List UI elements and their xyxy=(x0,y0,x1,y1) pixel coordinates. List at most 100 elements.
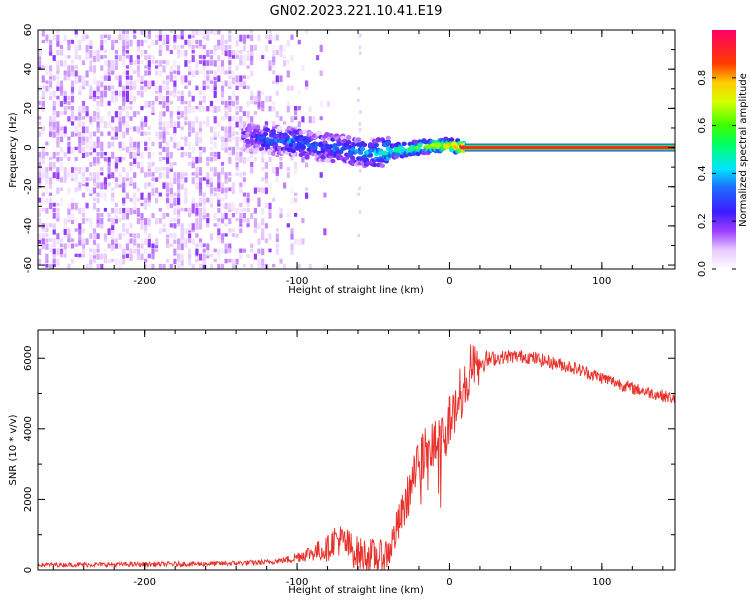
spectrogram-noise-cell xyxy=(70,207,75,212)
spectrogram-noise-cell xyxy=(78,75,82,83)
spectrogram-noise-cell xyxy=(74,156,78,162)
spectrogram-noise-cell xyxy=(78,223,82,230)
spectrogram-noise-cell xyxy=(38,55,42,60)
spectrogram-noise-cell xyxy=(246,111,250,118)
spectrogram-noise-cell xyxy=(242,85,246,89)
spectrogram-noise-cell xyxy=(235,248,239,253)
spectrogram-noise-cell xyxy=(122,223,126,228)
spectrogram-noise-cell xyxy=(49,95,53,101)
spectrogram-noise-cell xyxy=(96,233,100,239)
spectrogram-noise-cell xyxy=(239,228,243,234)
spectrogram-noise-cell xyxy=(308,263,312,269)
spectrogram-noise-cell xyxy=(235,39,239,47)
spectrogram-noise-cell xyxy=(56,187,60,194)
spectrogram-noise-cell xyxy=(52,55,56,61)
spectrogram-noise-cell xyxy=(261,248,265,256)
spectrogram-noise-cell xyxy=(151,182,155,189)
spectrogram-noise-cell xyxy=(103,207,107,212)
spectrogram-noise-cell xyxy=(41,146,45,153)
spectrogram-noise-cell xyxy=(41,192,45,197)
spectrogram-noise-cell xyxy=(52,162,56,169)
spectrogram-noise-cell xyxy=(41,243,45,250)
spectrogram-noise-cell xyxy=(177,243,181,250)
spectrogram-noise-cell xyxy=(162,106,166,112)
spectrogram-ridge-cell xyxy=(330,158,336,164)
spectrogram-noise-cell xyxy=(261,177,265,182)
spectrogram-noise-cell xyxy=(184,121,188,126)
spectrogram-noise-cell xyxy=(206,253,210,259)
spectrogram-noise-cell xyxy=(217,187,221,192)
spectrogram-noise-cell xyxy=(264,162,268,169)
spectrogram-noise-cell xyxy=(103,233,107,240)
spectrogram-noise-cell xyxy=(92,146,97,153)
spectrogram-noise-cell xyxy=(180,44,184,49)
spectrogram-noise-cell xyxy=(151,106,155,114)
spectrogram-noise-cell xyxy=(133,95,137,102)
spectrogram-noise-cell xyxy=(220,126,225,131)
spectrogram-noise-cell xyxy=(305,85,309,90)
spectrogram-noise-cell xyxy=(92,228,97,234)
spectrogram-noise-cell xyxy=(52,116,56,122)
spectrogram-noise-cell xyxy=(56,141,60,148)
spectrogram-noise-cell xyxy=(147,162,151,169)
spectrogram-noise-cell xyxy=(169,116,173,123)
spectrogram-noise-cell xyxy=(103,253,107,259)
spectrogram-noise-cell xyxy=(217,39,221,46)
y-tick-label: 0 xyxy=(23,144,34,150)
spectrogram-noise-cell xyxy=(67,55,71,59)
spectrogram-noise-cell xyxy=(59,197,64,202)
spectrogram-noise-cell xyxy=(224,146,228,153)
spectrogram-noise-cell xyxy=(166,213,170,217)
spectrogram-noise-cell xyxy=(70,116,75,120)
spectrogram-noise-cell xyxy=(56,111,60,118)
spectrogram-noise-cell xyxy=(209,80,214,84)
spectrogram-noise-cell xyxy=(213,80,217,87)
spectrogram-noise-cell xyxy=(133,238,137,246)
spectrogram-noise-cell xyxy=(85,151,89,157)
spectrogram-noise-cell xyxy=(358,33,362,38)
spectrogram-noise-cell xyxy=(158,60,162,67)
spectrogram-noise-cell xyxy=(268,156,272,163)
spectrogram-noise-cell xyxy=(147,151,151,159)
spectrogram-noise-cell xyxy=(209,55,214,60)
spectrogram-noise-cell xyxy=(213,60,217,67)
spectrogram-noise-cell xyxy=(319,70,323,76)
spectrogram-noise-cell xyxy=(184,111,188,116)
spectrogram-noise-cell xyxy=(358,51,362,55)
spectrogram-noise-cell xyxy=(209,253,214,257)
spectrogram-noise-cell xyxy=(162,95,166,102)
spectrogram-noise-cell xyxy=(177,141,181,149)
spectrogram-noise-cell xyxy=(70,90,75,95)
spectrogram-noise-cell xyxy=(63,253,67,258)
spectrogram-noise-cell xyxy=(242,44,246,52)
spectrogram-noise-cell xyxy=(125,50,129,54)
spectrogram-noise-cell xyxy=(242,182,246,187)
spectrogram-noise-cell xyxy=(224,131,228,138)
spectrogram-noise-cell xyxy=(217,253,221,260)
spectrogram-noise-cell xyxy=(158,50,162,56)
spectrogram-noise-cell xyxy=(103,39,107,44)
spectrogram-noise-cell xyxy=(107,162,111,167)
spectrogram-noise-cell xyxy=(257,95,261,102)
spectrogram-noise-cell xyxy=(41,233,45,238)
spectrogram-noise-cell xyxy=(231,207,235,212)
spectrogram-noise-cell xyxy=(38,65,42,70)
spectrogram-noise-cell xyxy=(162,146,166,152)
spectrogram-noise-cell xyxy=(52,263,56,268)
spectrogram-noise-cell xyxy=(56,218,60,222)
spectrogram-noise-cell xyxy=(56,167,60,173)
spectrogram-noise-cell xyxy=(67,187,71,195)
spectrogram-noise-cell xyxy=(63,233,67,239)
spectrogram-noise-cell xyxy=(49,50,53,56)
spectrogram-noise-cell xyxy=(85,50,89,55)
spectrogram-noise-cell xyxy=(74,65,78,69)
spectrogram-noise-cell xyxy=(173,34,177,42)
spectrogram-noise-cell xyxy=(257,202,261,207)
spectrogram-noise-cell xyxy=(133,80,137,87)
spectrogram-noise-cell xyxy=(125,121,129,128)
spectrogram-noise-cell xyxy=(202,258,206,265)
spectrogram-noise-cell xyxy=(56,121,60,128)
spectrogram-noise-cell xyxy=(59,126,64,131)
y-tick-label: 40 xyxy=(23,63,34,76)
spectrogram-noise-cell xyxy=(155,136,159,141)
